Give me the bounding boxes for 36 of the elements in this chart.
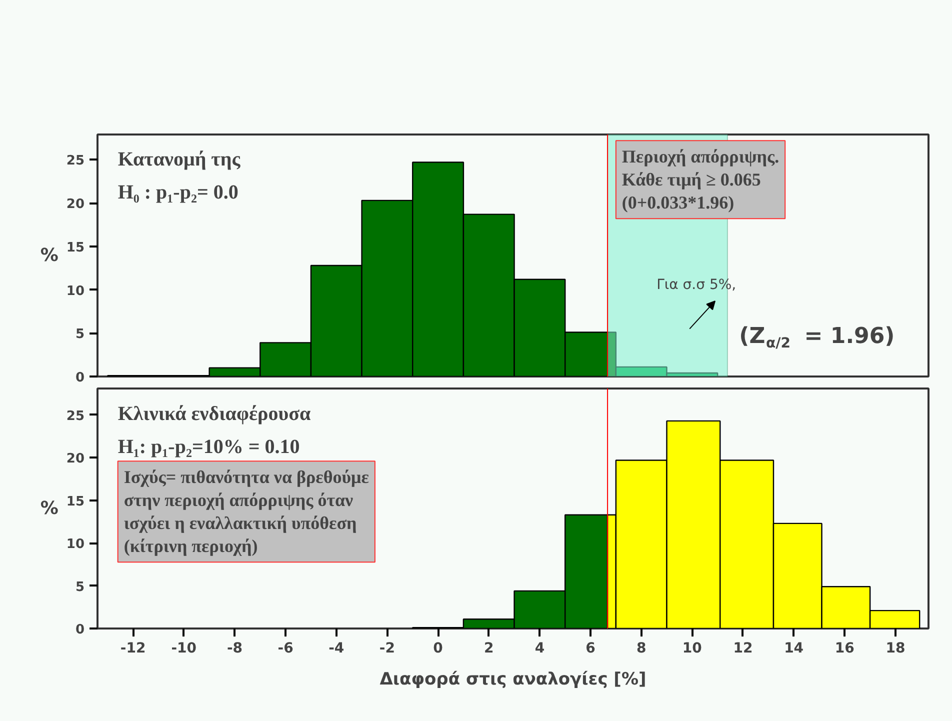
x-tick-label: -6 [278,640,294,656]
y-tick-label: 0 [75,622,84,638]
x-tick-label: -4 [328,640,344,656]
annotation: Ισχύς= πιθανότητα να βρεθούμε στην περιοχή απόρριψης όταν ισχύει η εναλλακτική υπόθεση (κίτρινη περιοχή) [124,467,370,556]
y-tick-label: 25 [66,154,85,169]
x-tick-label: 10 [682,640,702,656]
y-axis-title: % [40,498,58,519]
y-axis-title: % [40,245,58,266]
annotation: Κλινικά ενδιαφέρουσα H₁: p₁-p₂=10% = 0.10 [118,403,311,458]
x-tick-label: 12 [733,640,753,656]
y-tick-label: 5 [75,580,84,595]
y-tick-label: 15 [66,240,85,256]
x-tick-label: 4 [534,640,545,656]
annotation: Περιοχή απόρριψης. Κάθε τιμή ≥ 0.065 (0+0.033*1.96) [622,146,780,213]
x-tick-label: 0 [433,640,444,656]
y-tick-label: 20 [66,197,85,212]
x-tick-label: -8 [226,640,243,656]
x-tick-label: 16 [834,640,854,656]
y-tick-label: 25 [66,408,85,424]
y-tick-label: 10 [66,537,85,552]
x-tick-label: -10 [171,640,197,656]
x-tick-label: 18 [886,640,906,656]
y-tick-label: 15 [66,494,85,510]
x-tick-label: -2 [379,640,395,656]
x-axis-title: Διαφορά στις αναλογίες [%] [380,670,646,690]
annotation: Για σ.σ 5%, [656,277,736,294]
x-tick-label: 8 [636,640,646,656]
x-tick-label: -12 [120,640,146,656]
y-tick-label: 20 [66,452,85,467]
y-tick-label: 10 [66,284,85,299]
x-tick-label: 2 [484,640,494,656]
y-tick-label: 0 [75,370,84,386]
x-tick-label: 14 [784,640,804,656]
y-tick-label: 5 [75,327,84,342]
x-tick-label: 6 [586,640,596,656]
annotation: Κατανομή της H₀ : p₁-p₂= 0.0 [118,148,241,204]
